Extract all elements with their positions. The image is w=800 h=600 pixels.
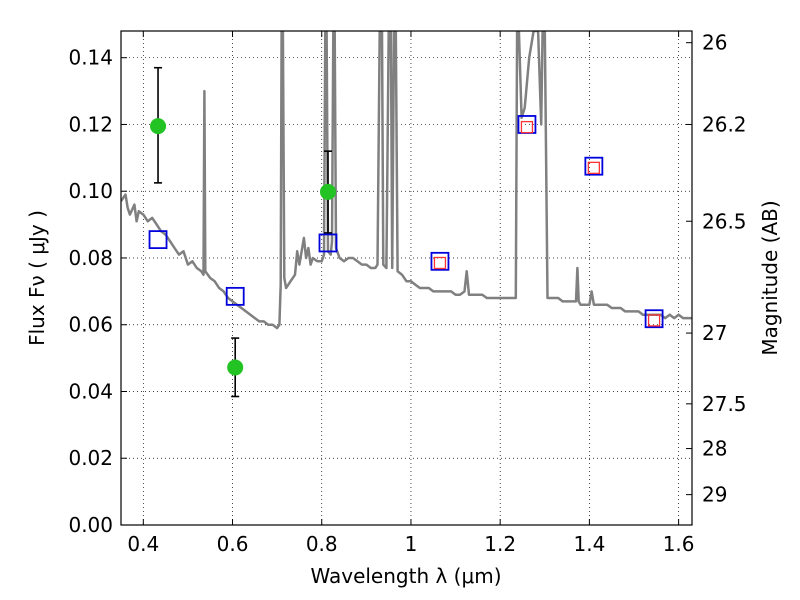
spectrum-line xyxy=(121,31,692,330)
model-band-marker-inner xyxy=(587,161,601,175)
x-tick-label: 0.4 xyxy=(127,532,159,556)
x-tick-label: 1 xyxy=(405,532,418,556)
x-axis-title: Wavelength λ (μm) xyxy=(310,564,501,588)
model-band-marker xyxy=(318,233,338,253)
observed-flux-point xyxy=(319,183,336,200)
model-band-marker xyxy=(225,286,245,306)
x-tick-label: 0.8 xyxy=(306,532,338,556)
observed-flux-point xyxy=(227,359,244,376)
right-tick-label: 27.5 xyxy=(702,392,747,416)
right-tick-label: 29 xyxy=(702,483,727,507)
y-tick-label: 0.14 xyxy=(68,46,113,70)
plot-area xyxy=(121,31,692,398)
y-tick-label: 0.12 xyxy=(68,112,113,136)
y-tick-label: 0.00 xyxy=(68,513,113,537)
y-tick-label: 0.06 xyxy=(68,313,113,337)
x-tick-label: 1.4 xyxy=(573,532,605,556)
x-tick-label: 0.6 xyxy=(217,532,249,556)
right-tick-label: 26.2 xyxy=(702,112,747,136)
y-tick-label: 0.10 xyxy=(68,179,113,203)
model-band-marker-inner xyxy=(647,314,661,327)
model-band-marker xyxy=(644,309,664,329)
model-band-marker xyxy=(430,251,450,271)
plot-frame xyxy=(120,30,693,526)
observed-flux-point xyxy=(150,118,167,135)
y-tick-label: 0.04 xyxy=(68,379,113,403)
model-band-marker xyxy=(148,230,168,250)
x-tick-label: 1.2 xyxy=(484,532,516,556)
model-band-marker-inner xyxy=(520,120,534,134)
x-tick-label: 1.6 xyxy=(663,532,695,556)
model-band-marker xyxy=(584,156,604,176)
grid-lines xyxy=(121,31,692,525)
right-axis-ticks: 26 26.2 26.5 27 27.5 28 29 xyxy=(686,31,747,507)
y-axis-ticks: 0.00 0.02 0.04 0.06 0.08 0.10 0.12 0.14 xyxy=(68,46,127,537)
x-axis-ticks: 0.4 0.6 0.8 1 1.2 1.4 1.6 xyxy=(127,31,695,556)
right-tick-label: 26.5 xyxy=(702,209,747,233)
clipped-layer xyxy=(121,31,692,330)
y-tick-label: 0.08 xyxy=(68,246,113,270)
model-band-marker-inner xyxy=(433,256,447,270)
right-tick-label: 26 xyxy=(702,31,727,55)
right-tick-label: 27 xyxy=(702,321,727,345)
right-tick-label: 28 xyxy=(702,437,727,461)
y-tick-label: 0.02 xyxy=(68,446,113,470)
y-axis-title: Flux Fν ( μJy ) xyxy=(25,210,49,346)
right-axis-title: Magnitude (AB) xyxy=(758,200,782,355)
